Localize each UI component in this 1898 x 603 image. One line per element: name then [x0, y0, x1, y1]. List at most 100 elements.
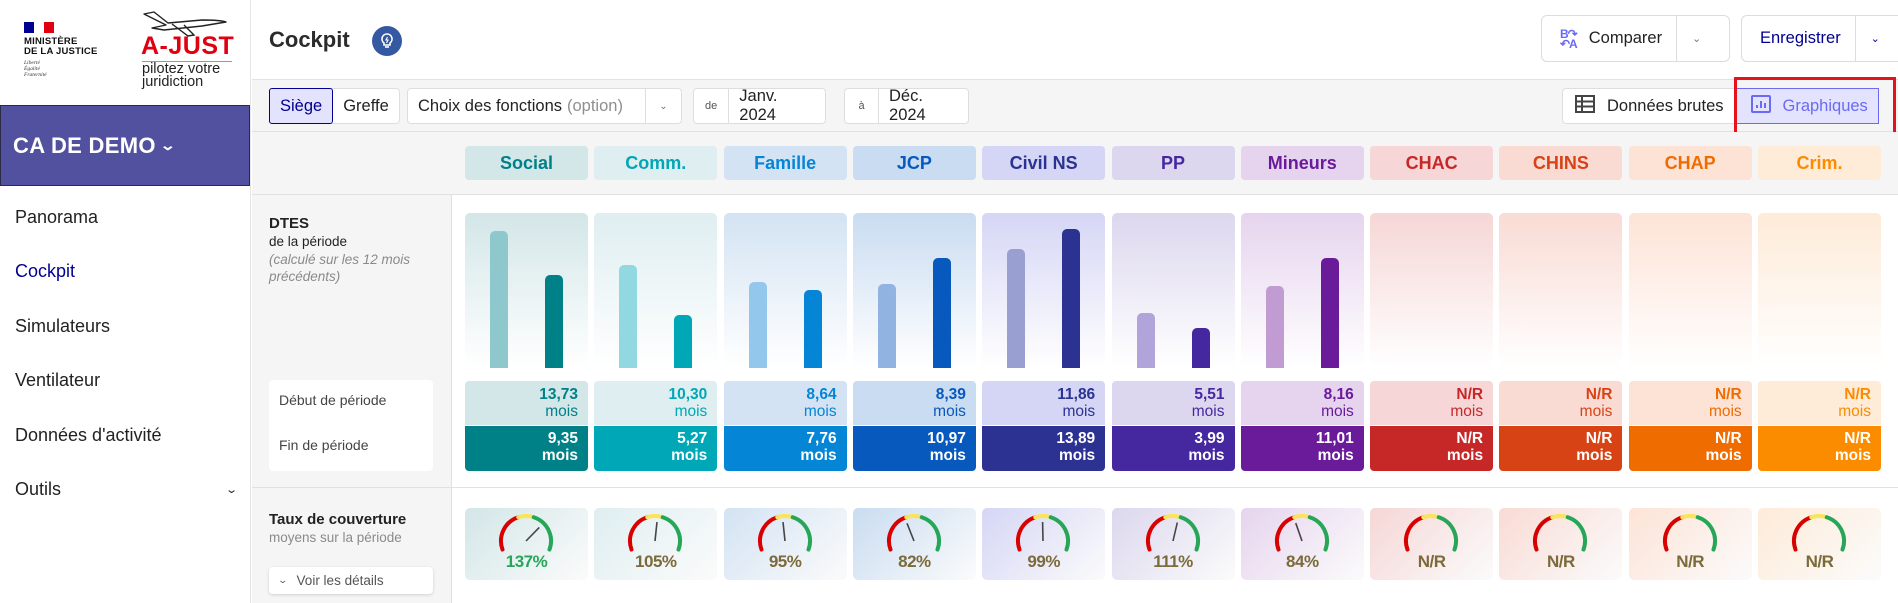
page-title: Cockpit — [269, 27, 350, 52]
view-raw-data-button[interactable]: Données brutes — [1563, 89, 1734, 123]
dtes-start-unit: mois — [1191, 403, 1225, 420]
gauge-dial — [499, 514, 553, 552]
dtes-start-number: N/R — [1456, 386, 1484, 403]
compare-button[interactable]: B↷ ↶A Comparer ⌄ — [1541, 15, 1730, 62]
dtes-start-value: 10,30 mois — [594, 381, 718, 425]
coverage-subtitle: moyens sur la période — [269, 530, 402, 545]
bar-start-social — [490, 230, 508, 368]
dtes-start-number: N/R — [1714, 386, 1742, 403]
dtes-end-number: 7,76 — [806, 430, 837, 447]
bar-chart-icon — [1750, 94, 1771, 118]
dtes-end-value: 5,27 mois — [594, 426, 718, 471]
dtes-chart-card — [1111, 213, 1235, 368]
dtes-start-unit: mois — [1450, 403, 1484, 420]
bar-start-civil-ns — [1007, 249, 1026, 368]
gauge-arc-green — [1436, 515, 1459, 552]
dtes-start-unit: mois — [674, 403, 708, 420]
date-from-value: Janv. 2024 — [739, 87, 778, 124]
date-from-picker[interactable]: de Janv. 2024 — [693, 87, 826, 124]
bar-end-civil-ns — [1062, 229, 1081, 368]
gauge-arc-red — [1662, 515, 1684, 552]
date-to-value: Déc. 2024 — [889, 87, 926, 124]
lightbulb-help-icon[interactable] — [372, 26, 402, 56]
category-tab-civil-ns[interactable]: Civil NS — [982, 146, 1106, 180]
gauge-arc-yellow — [1421, 514, 1441, 520]
dtes-start-unit: mois — [1062, 403, 1096, 420]
coverage-gauge-crim: N/R — [1758, 508, 1881, 580]
category-tab-chap[interactable]: CHAP — [1628, 146, 1752, 180]
category-tab-crim[interactable]: Crim. — [1758, 146, 1881, 180]
category-tab-chac[interactable]: CHAC — [1370, 146, 1494, 180]
category-tab-famille[interactable]: Famille — [723, 146, 847, 180]
category-tab-pp[interactable]: PP — [1111, 146, 1235, 180]
dtes-end-unit: mois — [800, 447, 837, 464]
see-details-button[interactable]: ⌄ Voir les détails — [269, 567, 433, 594]
dtes-start-value: 8,16 mois — [1240, 381, 1364, 425]
dtes-end-unit: mois — [1705, 447, 1742, 464]
category-tab-mineurs[interactable]: Mineurs — [1240, 146, 1364, 180]
gauge-arc-green — [1695, 515, 1717, 552]
sidebar-item-panorama[interactable]: Panorama — [0, 190, 250, 245]
segment-greffe[interactable]: Greffe — [343, 96, 389, 115]
category-tab-jcp[interactable]: JCP — [852, 146, 976, 180]
coverage-value: N/R — [1547, 552, 1575, 571]
date-to-picker[interactable]: à Déc. 2024 — [844, 87, 969, 124]
coverage-gauge-chac: N/R — [1370, 508, 1494, 580]
gauge-arc-red — [757, 515, 779, 552]
view-charts-button[interactable]: Graphiques — [1733, 88, 1879, 124]
gauge-arc-red — [499, 515, 521, 552]
coverage-value: 111% — [1153, 552, 1193, 571]
save-main[interactable]: Enregistrer — [1742, 16, 1855, 61]
compare-main[interactable]: B↷ ↶A Comparer — [1542, 16, 1676, 61]
gauge-arc-green — [661, 515, 683, 552]
dtes-note: (calculé sur les 12 mois précédents) — [269, 252, 411, 284]
dtes-end-number: 10,97 — [927, 430, 966, 447]
dtes-subtitle: de la période — [269, 234, 348, 249]
fonctions-select[interactable]: Choix des fonctions (option) ⌄ — [407, 88, 682, 124]
bar-end-comm — [674, 315, 693, 368]
page-header: Cockpit B↷ ↶A Comparer ⌄ Enregistrer ⌄ — [252, 0, 1898, 80]
bar-end-mineurs — [1320, 257, 1339, 368]
bar-end-social — [545, 274, 563, 368]
save-dropdown-chevron-icon[interactable]: ⌄ — [1854, 16, 1895, 61]
sidebar-item-outils[interactable]: Outils ⌄ — [0, 463, 250, 518]
court-name: CA DE DEMO — [13, 132, 156, 158]
coverage-gauge-famille: 95% — [723, 508, 847, 580]
see-details-label: Voir les détails — [296, 573, 384, 588]
gauge-arc-red — [886, 515, 909, 552]
chevron-down-icon: ⌄ — [277, 575, 289, 585]
sidebar-item-ventilateur[interactable]: Ventilateur — [0, 354, 250, 409]
sidebar-item-simulateurs[interactable]: Simulateurs — [0, 299, 250, 354]
coverage-gauge-social: 137% — [465, 508, 588, 580]
coverage-gauge-jcp: 82% — [852, 508, 976, 580]
coverage-gauge-chins: N/R — [1499, 508, 1623, 580]
dtes-start-number: 11,86 — [1057, 386, 1096, 403]
app-name-logo: A-JUST — [141, 32, 235, 60]
bar-start-mineurs — [1265, 286, 1284, 368]
save-button[interactable]: Enregistrer ⌄ — [1741, 15, 1898, 62]
category-tab-social[interactable]: Social — [465, 146, 588, 180]
view-raw-label: Données brutes — [1607, 96, 1724, 115]
dtes-end-value: N/R mois — [1370, 426, 1494, 471]
sidebar-item-label: Données d'activité — [15, 424, 162, 445]
dtes-legend: Début de période Fin de période — [269, 380, 433, 471]
dtes-end-number: 3,99 — [1194, 430, 1225, 447]
court-selector[interactable]: CA DE DEMO ⌄ — [0, 105, 250, 186]
category-tab-chins[interactable]: CHINS — [1499, 146, 1623, 180]
segment-siege[interactable]: Siège — [269, 88, 334, 124]
dtes-end-unit: mois — [1834, 447, 1871, 464]
gauge-arc-yellow — [1033, 514, 1053, 520]
category-tab-comm[interactable]: Comm. — [594, 146, 718, 180]
coverage-label-column: Taux de couverture moyens sur la période… — [252, 488, 452, 603]
logo-divider — [142, 61, 232, 62]
gauge-dial — [886, 514, 941, 552]
dtes-end-number: N/R — [1714, 430, 1742, 447]
dtes-start-unit: mois — [1579, 403, 1613, 420]
dtes-end-value: 13,89 mois — [982, 426, 1106, 471]
sidebar-item-cockpit[interactable]: Cockpit — [0, 245, 250, 300]
main-content: Cockpit B↷ ↶A Comparer ⌄ Enregistrer ⌄ Si… — [252, 0, 1898, 603]
coverage-value: 137% — [505, 552, 548, 571]
gauge-arc-yellow — [1679, 514, 1700, 520]
sidebar-item-donnees-activite[interactable]: Données d'activité — [0, 408, 250, 463]
compare-dropdown-chevron-icon[interactable]: ⌄ — [1676, 16, 1716, 61]
